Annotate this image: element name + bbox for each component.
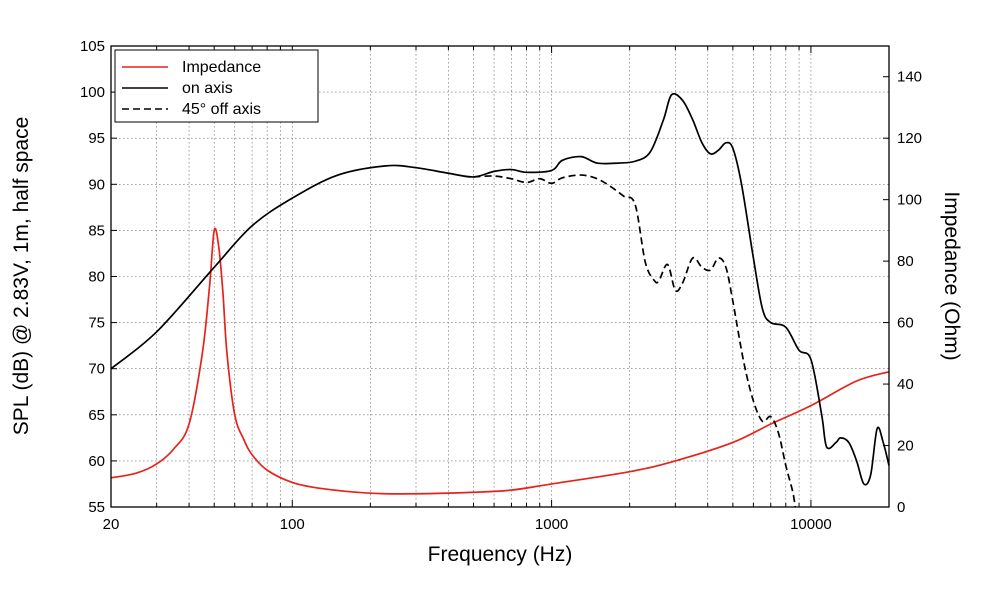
legend-label-on-axis: on axis (182, 80, 233, 97)
y2-tick-label: 60 (897, 315, 914, 332)
axis-ticks: 55 60 65 70 75 80 85 90 95 100 105 0 20 40 60 80 100 120 1… (80, 38, 922, 533)
y2-tick-label: 80 (897, 253, 914, 270)
x-tick-label: 20 (103, 516, 120, 533)
legend: Impedance on axis 45° off axis (114, 49, 319, 123)
x-tick-label: 1000 (535, 516, 568, 533)
grid (111, 46, 889, 507)
y2-tick-label: 140 (897, 69, 922, 86)
y-tick-label: 70 (88, 361, 105, 378)
plot-frame (110, 45, 890, 508)
y-axis-title: SPL (dB) @ 2.83V, 1m, half space (10, 117, 33, 436)
y-tick-label: 60 (88, 453, 105, 470)
y-tick-label: 95 (88, 130, 105, 147)
y-tick-label: 55 (88, 499, 105, 516)
legend-label-impedance: Impedance (182, 59, 261, 76)
series-line-on-axis (110, 92, 890, 486)
y2-tick-label: 20 (897, 438, 914, 455)
y-tick-label: 65 (88, 407, 105, 424)
y2-tick-label: 100 (897, 192, 922, 209)
y-tick-label: 105 (80, 38, 105, 55)
series-line-45-off-axis (473, 174, 797, 508)
y-tick-label: 100 (80, 84, 105, 101)
y-tick-label: 80 (88, 269, 105, 286)
series-lines (110, 92, 890, 508)
x-tick-label: 10000 (790, 516, 832, 533)
x-tick-label: 100 (280, 516, 305, 533)
y-tick-label: 75 (88, 315, 105, 332)
x-axis-title: Frequency (Hz) (428, 543, 573, 566)
y-tick-label: 90 (88, 176, 105, 193)
y2-tick-label: 0 (897, 499, 905, 516)
legend-label-off-axis: 45° off axis (182, 101, 261, 118)
series-line-impedance (110, 227, 890, 495)
legend-box (114, 49, 319, 123)
y-tick-label: 85 (88, 222, 105, 239)
y2-tick-label: 120 (897, 130, 922, 147)
y2-tick-label: 40 (897, 376, 914, 393)
y2-axis-title: Impedance (Ohm) (940, 191, 963, 360)
